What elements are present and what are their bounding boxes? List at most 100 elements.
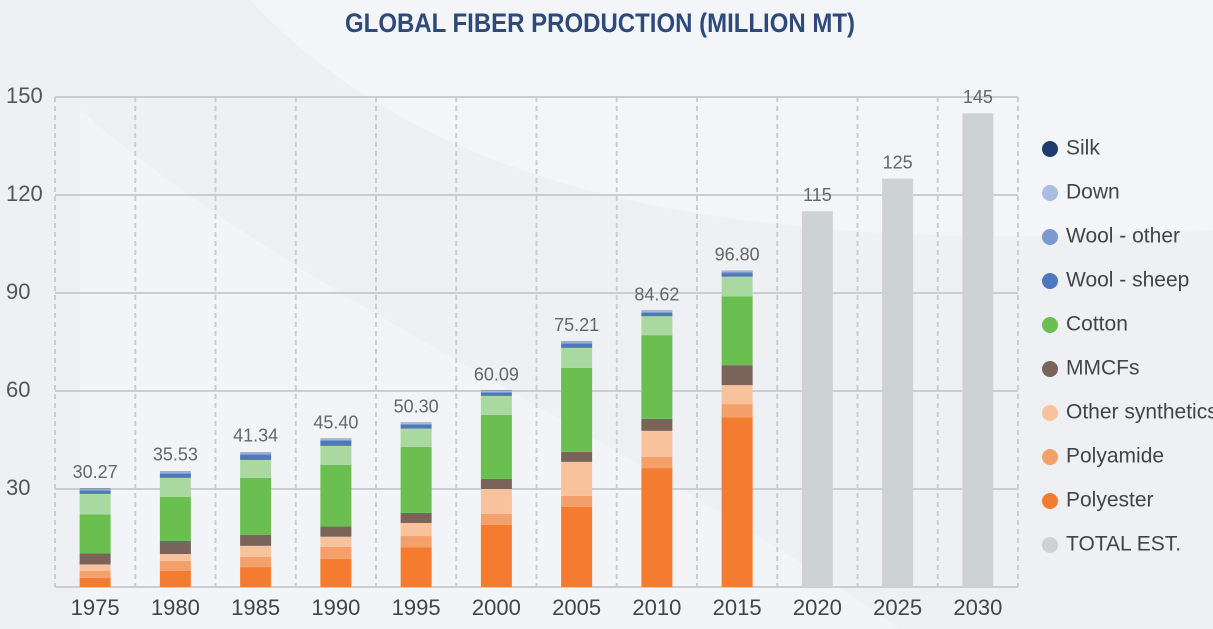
total-label: 115 [803,185,832,205]
bar-segment [240,567,272,587]
legend-marker [1042,449,1058,465]
bar-segment [400,446,432,513]
chart-title: GLOBAL FIBER PRODUCTION (MILLION MT) [345,8,855,38]
bar-segment [480,513,512,525]
bar-segment [480,391,512,393]
bar-segment [240,534,272,546]
legend-marker [1042,185,1058,201]
bar-segment [79,570,111,578]
bar-segment [962,113,994,587]
legend-label: Wool - sheep [1066,269,1189,292]
legend-label: Silk [1066,137,1100,160]
bar-segment [721,271,753,274]
legend-marker [1042,361,1058,377]
y-tick-label: 150 [6,83,43,108]
legend-label: Polyester [1066,489,1154,512]
bar-segment [561,341,593,343]
bar-segment [400,423,432,424]
bar-segment [240,455,272,460]
bar-segment [320,526,352,537]
bar-segment [721,404,753,418]
bar-segment [320,439,352,441]
bar-segment [320,546,352,559]
total-label: 84.62 [634,284,679,304]
total-label: 96.80 [715,245,760,265]
bar-segment [159,560,191,571]
bar-segment [240,459,272,478]
bar-segment [320,558,352,587]
bar-segment [480,395,512,415]
x-tick-label: 2000 [472,595,521,620]
legend-label: Cotton [1066,313,1128,336]
bar-segment [641,316,673,336]
x-tick-label: 2005 [552,595,601,620]
total-label: 75.21 [554,315,599,335]
bar-segment [400,423,432,425]
bar-segment [400,428,432,447]
bar-segment [641,311,673,313]
total-label: 45.40 [313,412,358,432]
bar-segment [79,577,111,587]
legend-label: Other synthetics [1066,401,1213,424]
bar-segment [320,464,352,527]
bar-segment [79,553,111,565]
x-tick-label: 2015 [713,595,762,620]
bar-segment [240,452,272,454]
total-label: 41.34 [233,426,278,446]
bar-segment [721,296,753,366]
bar-segment [79,493,111,515]
bar-segment [801,211,833,588]
bar-segment [240,545,272,557]
bar-segment [480,478,512,489]
x-tick-label: 2030 [953,595,1002,620]
legend-label: TOTAL EST. [1066,533,1181,556]
x-tick-label: 1990 [311,595,360,620]
bar-segment [721,385,753,405]
bar-segment [561,461,593,496]
bar-segment [641,335,673,419]
bar-segment [400,512,432,523]
bar-segment [721,365,753,386]
bar-segment [79,564,111,571]
y-tick-label: 90 [6,279,30,304]
total-label: 145 [963,87,993,107]
bar-segment [721,417,753,587]
bar-segment [240,477,272,535]
y-tick-label: 120 [6,181,43,206]
legend-marker [1042,405,1058,421]
legend-marker [1042,141,1058,157]
bar-segment [159,471,191,473]
x-tick-label: 1975 [71,595,120,620]
bar-segment [400,522,432,537]
bar-segment [561,343,593,348]
bar-segment [480,392,512,396]
x-tick-label: 2025 [873,595,922,620]
legend-marker [1042,273,1058,289]
bar-segment [400,424,432,429]
bar-segment [721,273,753,277]
legend-label: MMCFs [1066,357,1139,380]
bar-segment [400,547,432,587]
bar-segment [561,347,593,368]
total-label: 30.27 [73,462,118,482]
bar-segment [480,489,512,514]
bar-segment [320,445,352,465]
bar-segment [159,473,191,478]
bar-segment [641,430,673,457]
decoration [80,110,900,629]
bar-segment [561,506,593,587]
bar-segment [480,524,512,587]
bar-segment [159,472,191,474]
bar-segment [320,536,352,547]
y-tick-label: 60 [6,377,30,402]
bar-segment [400,536,432,548]
bar-segment [561,367,593,452]
bar-segment [79,488,111,490]
legend-marker [1042,493,1058,509]
x-tick-label: 1980 [151,595,200,620]
bar-segment [79,514,111,554]
x-tick-label: 1985 [231,595,280,620]
bar-segment [159,540,191,555]
bar-segment [79,490,111,494]
